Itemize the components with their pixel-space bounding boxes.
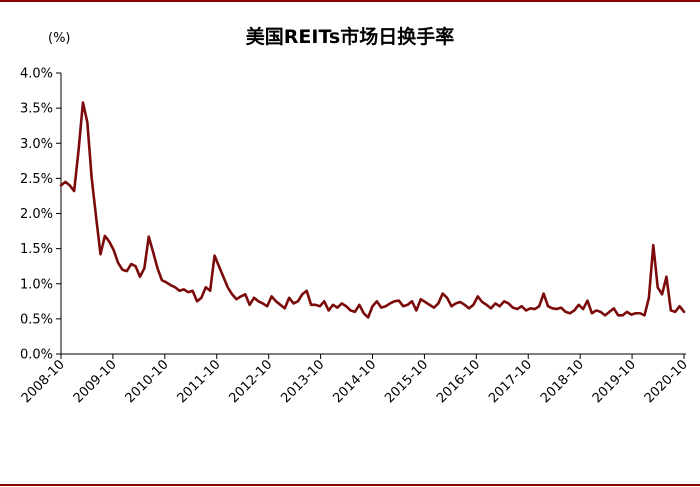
y-tick-label: 4.0% [20, 67, 53, 82]
y-tick-label: 1.0% [20, 277, 53, 292]
chart-title: 美国REITs市场日换手率 [245, 26, 455, 48]
turnover-series-line [59, 101, 686, 319]
x-tick-label: 2016-10 [434, 357, 483, 406]
x-axis: 2008-10 2009-10 2010-10 2011-10 2012-10 2013-… [19, 353, 691, 406]
y-tick-label: 2.5% [20, 172, 53, 187]
y-axis: 0.0% 0.5% 1.0% 1.5% 2.0% 2.5% 3.0% 3.5% 4.0% [20, 67, 62, 363]
x-tick-label: 2009-10 [71, 357, 120, 406]
series-layer [59, 101, 686, 319]
x-tick-label: 2015-10 [382, 357, 431, 406]
x-tick-label: 2012-10 [226, 357, 275, 406]
bottom-border-rule [0, 484, 700, 486]
x-tick-label: 2020-10 [642, 357, 691, 406]
y-tick-label: 1.5% [20, 242, 53, 257]
y-unit-label: (%) [48, 31, 71, 46]
x-tick-label: 2013-10 [278, 357, 327, 406]
y-tick-label: 3.5% [20, 102, 53, 117]
x-tick-label: 2014-10 [330, 357, 379, 406]
x-tick-label: 2010-10 [123, 357, 172, 406]
x-tick-label: 2008-10 [19, 357, 68, 406]
y-tick-label: 3.0% [20, 137, 53, 152]
y-tick-label: 0.5% [20, 312, 53, 327]
x-tick-label: 2018-10 [538, 357, 587, 406]
y-tick-label: 0.0% [20, 348, 53, 363]
top-border-rule [0, 0, 700, 2]
x-tick-label: 2017-10 [486, 357, 535, 406]
x-tick-label: 2019-10 [590, 357, 639, 406]
y-tick-label: 2.0% [20, 207, 53, 222]
x-tick-label: 2011-10 [175, 357, 224, 406]
